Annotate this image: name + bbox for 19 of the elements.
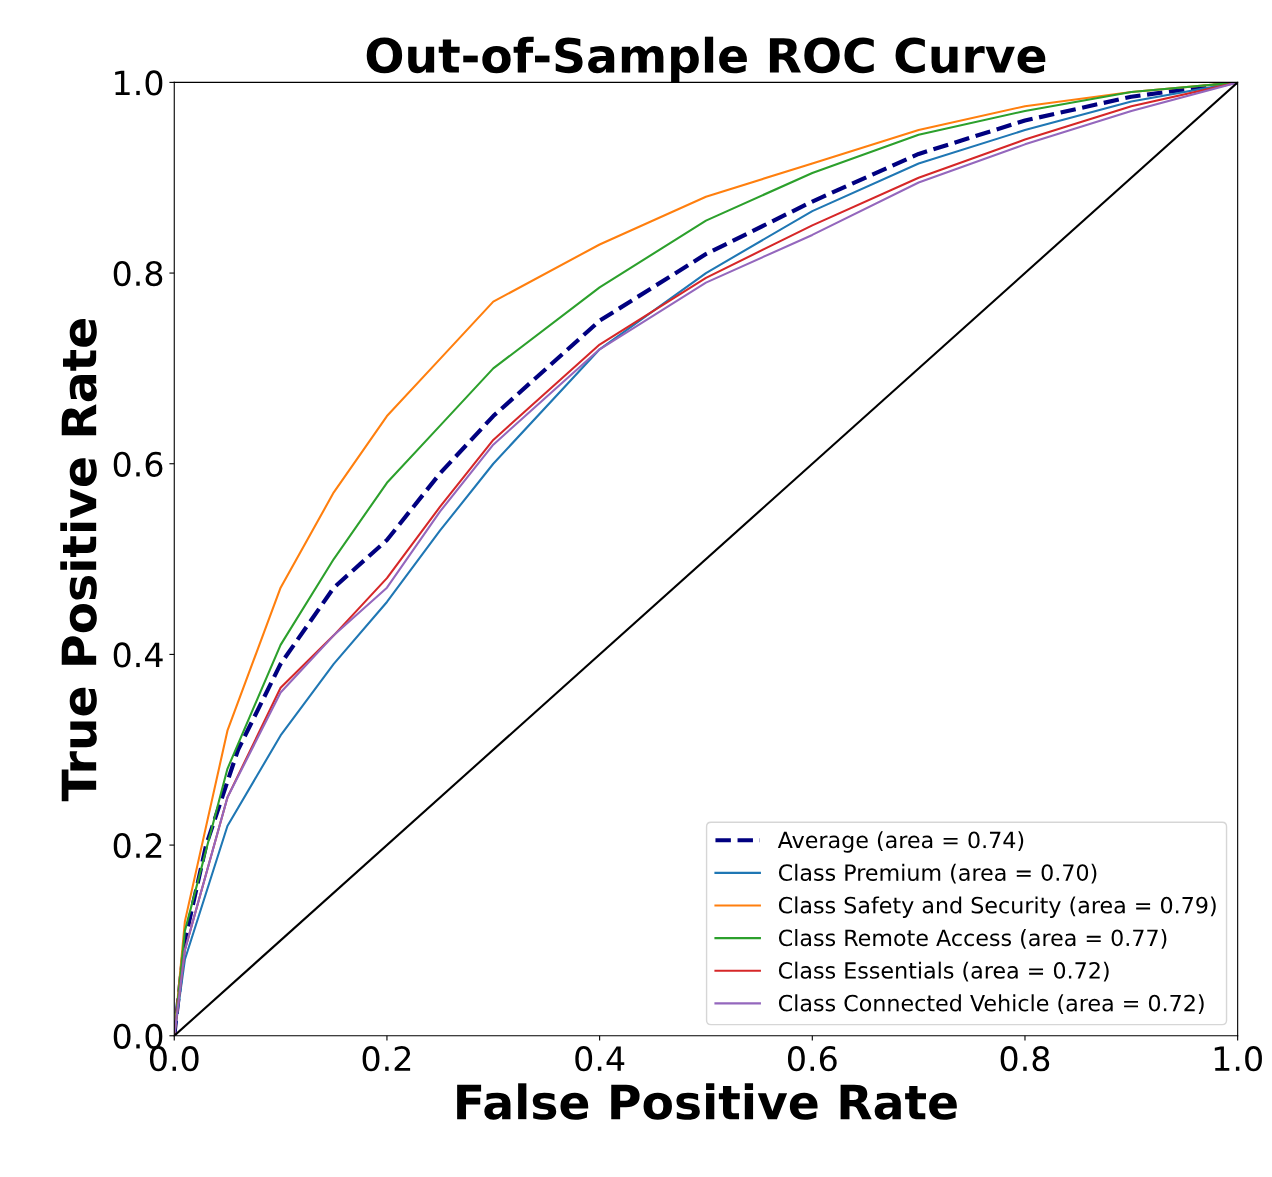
x-tick-label: 1.0 (1214, 1046, 1262, 1072)
y-tick-label: 1.0 (115, 70, 163, 96)
x-tick-label: 0.4 (575, 1046, 625, 1072)
legend-label: Class Remote Access (area = 0.77) (778, 929, 1167, 949)
x-tick-label: 0.8 (1000, 1046, 1050, 1072)
x-axis-title: False Positive Rate (457, 1083, 957, 1120)
y-tick-label: 0.4 (113, 642, 163, 668)
legend-label: Class Connected Vehicle (area = 0.72) (778, 994, 1204, 1015)
x-tick-label: 0.6 (787, 1046, 837, 1072)
x-tick-label: 0.2 (362, 1046, 411, 1072)
legend-label: Class Premium (area = 0.70) (778, 863, 1097, 884)
legend-label: Class Essentials (area = 0.72) (778, 961, 1109, 982)
legend-label: Class Safety and Security (area = 0.79) (778, 896, 1216, 918)
chart-title: Out-of-Sample ROC Curve (366, 36, 1046, 83)
y-tick-label: 0.6 (113, 451, 163, 477)
y-tick-label: 0.2 (113, 833, 162, 859)
y-tick-label: 0.8 (113, 260, 163, 287)
y-axis-title: True Positive Rate (60, 319, 97, 802)
legend-label: Average (area = 0.74) (777, 831, 1024, 853)
